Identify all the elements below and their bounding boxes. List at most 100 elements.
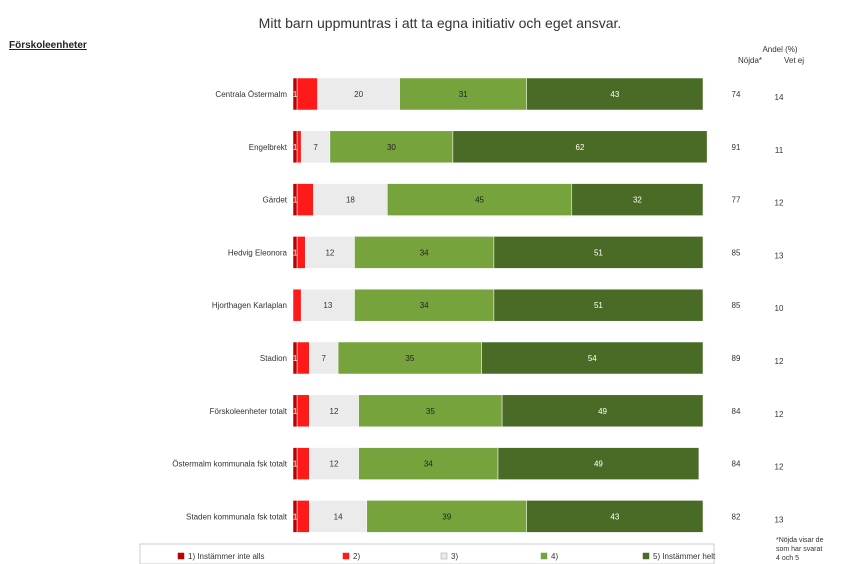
vet-ej-value: 11 [775,146,784,155]
vet-ej-value: 12 [775,357,784,366]
data-label: 43 [610,512,619,521]
chart-title: Mitt barn uppmuntras i att ta egna initi… [259,15,622,31]
legend-label: 3) [451,552,458,561]
data-label: 34 [420,248,429,257]
bar-segment [501,394,704,428]
bar-segment [292,288,302,322]
bar-segment [354,288,495,322]
legend-swatch [177,552,185,560]
bar-segment [313,183,388,216]
data-label: 49 [594,460,603,469]
legend-box [139,543,715,564]
data-label: 7 [322,354,327,363]
data-label: 35 [405,354,414,363]
column-header-vet-ej: Vet ej [784,56,804,65]
data-label: 7 [313,143,318,152]
nojda-value: 85 [732,248,741,257]
nojda-value: 77 [732,196,741,205]
footnote: *Nöjda visar de som har svarat 4 och 5 [776,537,824,562]
legend-label: 1) Instämmer inte alls [188,552,264,561]
bar-segment [296,394,310,428]
row-label: Gärdet [263,196,288,205]
bar-segment [366,500,527,533]
plot-area: Centrala Östermalm 1 20 31 43 74 14 Engelbrekt 1… [172,77,784,533]
bar-segment [497,447,700,480]
bar-segment [337,341,482,375]
bar-segment [300,288,355,322]
row-label: Hjorthagen Karlaplan [212,301,287,310]
bar-segment [358,447,499,480]
legend-swatch [440,552,448,560]
bar-segment [571,183,704,216]
data-label: 51 [594,248,603,257]
bar-segment [526,500,704,533]
column-header-share: Andel (%) [762,45,797,54]
bar-segment [387,183,573,216]
bar-segment [493,236,704,269]
bar-segment [296,130,302,164]
legend-swatch [642,552,650,560]
data-label: 14 [334,512,343,521]
row-label: Centrala Östermalm [215,90,287,99]
row-label: Hedvig Eleonora [228,248,288,257]
legend-label: 5) Instämmer helt [653,552,716,561]
data-label: 51 [594,301,603,310]
nojda-value: 84 [732,407,741,416]
data-label: 1 [293,196,298,205]
bar-segment [296,500,310,533]
legend-label: 4) [551,552,558,561]
nojda-value: 85 [732,301,741,310]
bar-segment [296,77,318,111]
data-label: 43 [610,90,619,99]
legend-swatch [342,552,350,560]
bar-segment [309,341,339,375]
bar-segment [317,77,400,111]
bar-segment [329,130,454,164]
vet-ej-value: 12 [775,463,784,472]
nojda-value: 84 [732,460,741,469]
nojda-value: 74 [732,90,741,99]
data-label: 1 [293,143,298,152]
bar-segment [296,236,306,269]
data-label: 62 [576,143,585,152]
data-label: 12 [325,248,334,257]
row-label: Staden kommunala fsk totalt [186,512,288,521]
bar-segment [296,183,314,216]
legend-label: 2) [353,552,360,561]
row-label: Förskoleenheter totalt [210,407,288,416]
data-label: 34 [420,301,429,310]
data-label: 35 [426,407,435,416]
data-label: 54 [588,354,597,363]
footnote-line: som har svarat [776,546,822,553]
data-label: 34 [424,460,433,469]
data-label: 45 [475,196,484,205]
data-label: 1 [293,354,298,363]
data-label: 31 [459,90,468,99]
data-label: 1 [293,248,298,257]
bar-segment [309,447,359,480]
data-label: 13 [323,301,332,310]
data-label: 1 [293,90,298,99]
nojda-value: 82 [732,512,741,521]
legend: 1) Instämmer inte alls 2) 3) 4) 5) Instämmer… [177,552,716,561]
data-label: 1 [293,460,298,469]
bar-segment [354,236,495,269]
row-label: Engelbrekt [249,143,288,152]
data-label: 18 [346,196,355,205]
section-heading: Förskoleenheter [9,40,87,51]
bar-segment [296,447,310,480]
vet-ej-value: 13 [775,251,784,260]
bar-segment [452,130,708,164]
vet-ej-value: 10 [775,304,784,313]
data-label: 39 [442,512,451,521]
footnote-line: 4 och 5 [776,555,799,562]
data-label: 20 [354,90,363,99]
bar-segment [296,341,310,375]
row-label: Östermalm kommunala fsk totalt [172,460,287,469]
vet-ej-value: 14 [775,93,784,102]
data-label: 12 [330,460,339,469]
bar-segment [493,288,704,322]
footnote-line: *Nöjda visar de [776,537,824,544]
nojda-value: 89 [732,354,741,363]
column-header-nojda: Nöjda* [738,56,762,65]
